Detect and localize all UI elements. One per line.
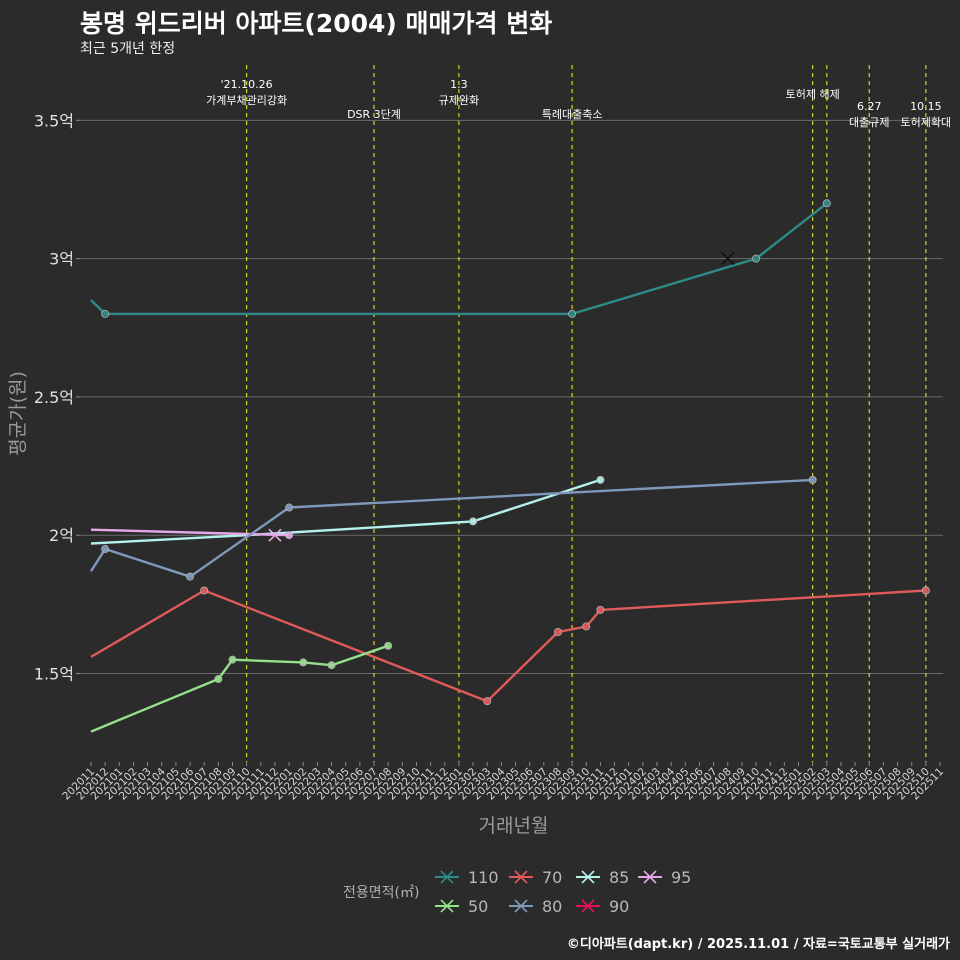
legend-key-cross bbox=[440, 899, 454, 913]
legend-label: 70 bbox=[542, 868, 562, 887]
data-point-70 bbox=[483, 697, 492, 706]
series-line-80 bbox=[89, 478, 813, 578]
legend-item-110: 110 bbox=[435, 868, 499, 887]
data-point-70 bbox=[596, 605, 605, 614]
chart-caption: ©디아파트(dapt.kr) / 2025.11.01 / 자료=국토교통부 실… bbox=[566, 937, 950, 952]
chart-title: 봉명 위드리버 아파트(2004) 매매가격 변화 bbox=[80, 9, 553, 38]
data-point-50 bbox=[299, 658, 308, 667]
data-point-110 bbox=[752, 254, 761, 263]
y-tick-label: 1.5억 bbox=[34, 664, 74, 683]
legend-label: 110 bbox=[468, 868, 499, 887]
y-tick-label: 2.5억 bbox=[34, 388, 74, 407]
event-label: 토허제확대 bbox=[901, 116, 952, 129]
event-label: '21.10.26 bbox=[221, 78, 273, 91]
event-label: 1.3 bbox=[450, 78, 468, 91]
event-label: DSR 3단계 bbox=[347, 108, 401, 121]
y-tick-label: 3억 bbox=[49, 250, 74, 269]
legend-key-cross bbox=[643, 870, 657, 884]
data-point-50 bbox=[214, 675, 223, 684]
data-point-80 bbox=[186, 572, 195, 581]
cross-marker-95 bbox=[268, 528, 282, 542]
event-label: 규제완화 bbox=[439, 94, 479, 107]
legend-key-cross bbox=[581, 899, 595, 913]
data-point-70 bbox=[921, 586, 930, 595]
data-point-70 bbox=[553, 628, 562, 637]
legend-label: 95 bbox=[671, 868, 691, 887]
y-tick-label: 3.5억 bbox=[34, 111, 74, 130]
legend-key-cross bbox=[514, 870, 528, 884]
data-point-95 bbox=[285, 531, 294, 540]
legend-item-70: 70 bbox=[509, 868, 562, 887]
data-point-80 bbox=[285, 503, 294, 512]
legend-key-cross bbox=[581, 870, 595, 884]
legend-label: 90 bbox=[609, 897, 629, 916]
legend-label: 85 bbox=[609, 868, 629, 887]
data-point-50 bbox=[327, 661, 336, 670]
legend-label: 50 bbox=[468, 897, 488, 916]
cross-stroke bbox=[721, 252, 735, 266]
data-point-70 bbox=[200, 586, 209, 595]
data-point-50 bbox=[228, 655, 237, 664]
legend-item-95: 95 bbox=[638, 868, 691, 887]
legend-label: 80 bbox=[542, 897, 562, 916]
series-line-70 bbox=[90, 589, 926, 703]
legend-key-cross bbox=[440, 870, 454, 884]
legend-item-50: 50 bbox=[435, 897, 488, 916]
event-label: 특례대출축소 bbox=[542, 108, 603, 121]
chart-subtitle: 최근 5개년 한정 bbox=[80, 41, 176, 57]
event-label: 토허제 해제 bbox=[786, 87, 840, 101]
legend-key-cross bbox=[514, 899, 528, 913]
series-line-95 bbox=[90, 528, 290, 537]
x-axis-title: 거래년월 bbox=[479, 815, 549, 837]
data-point-70 bbox=[582, 622, 591, 631]
y-tick-label: 2억 bbox=[49, 526, 74, 545]
y-axis-title: 평균가(원) bbox=[7, 371, 29, 456]
data-point-110 bbox=[568, 309, 577, 318]
event-label: 6.27 bbox=[857, 100, 882, 113]
data-point-110 bbox=[822, 199, 831, 208]
legend-title: 전용면적(㎡) bbox=[343, 885, 419, 901]
data-point-85 bbox=[596, 475, 605, 484]
event-label: 10.15 bbox=[910, 100, 942, 113]
series-line-85 bbox=[90, 478, 601, 545]
event-label: 대출규제 bbox=[849, 116, 889, 129]
cross-marker-110 bbox=[721, 252, 735, 266]
event-label: 가계부채관리강화 bbox=[206, 94, 287, 107]
data-point-85 bbox=[469, 517, 478, 526]
series-line-50 bbox=[90, 644, 389, 733]
data-point-80 bbox=[101, 545, 110, 554]
data-point-80 bbox=[808, 475, 817, 484]
legend-item-90: 90 bbox=[576, 897, 629, 916]
data-point-50 bbox=[384, 641, 393, 650]
data-point-110 bbox=[101, 309, 110, 318]
legend-item-80: 80 bbox=[509, 897, 562, 916]
legend-item-85: 85 bbox=[576, 868, 629, 887]
cross-stroke bbox=[268, 528, 282, 542]
